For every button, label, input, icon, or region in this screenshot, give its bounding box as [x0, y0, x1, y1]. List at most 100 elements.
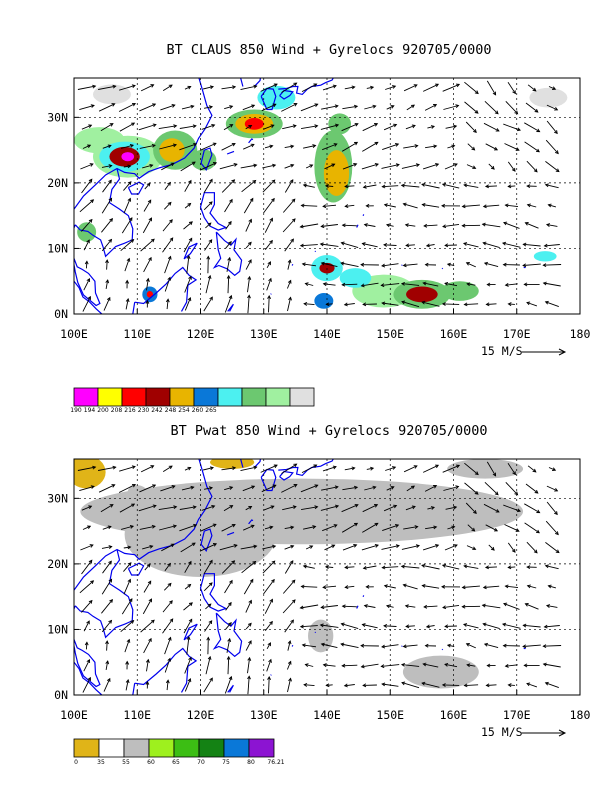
axis-ticks: 100E 110E 120E 130E 140E 150E 160E 170E 180 0N 10N… [47, 110, 590, 341]
wind-vector-head [231, 179, 236, 184]
wind-vector [544, 244, 560, 247]
wind-vector [424, 104, 437, 111]
wind-vector [403, 465, 418, 473]
wind-vector [284, 619, 294, 633]
wind-vector-head [523, 663, 528, 668]
x-tick-label: 180 [570, 327, 591, 341]
wind-vector-head [269, 598, 273, 603]
coastline [278, 78, 334, 96]
wind-vector-head [413, 465, 418, 469]
wind-vector-head [402, 583, 407, 588]
x-tick-label: 160E [440, 708, 468, 722]
wind-vector-head [152, 504, 157, 509]
wind-vector-head [385, 223, 391, 228]
wind-vector-head [526, 584, 531, 589]
wind-vector-head [433, 104, 438, 108]
wind-vector-head [248, 506, 253, 510]
wind-vector [406, 104, 415, 111]
coastline [362, 595, 365, 597]
wind-vector [201, 505, 215, 511]
wind-vector [546, 605, 558, 608]
wind-vector-head [324, 184, 329, 188]
wind-vector-head [532, 87, 537, 92]
wind-vector-head [536, 148, 540, 153]
colorbar-swatch [248, 738, 275, 758]
wind-vector-head [267, 261, 271, 266]
wind-vector [139, 103, 156, 112]
wind-vector-head [188, 179, 192, 184]
colorbar-swatch [145, 387, 171, 407]
wind-vector-head [536, 128, 541, 133]
wind-vector-head [526, 565, 531, 569]
wind-vector-head [411, 124, 416, 129]
wind-vector [164, 182, 171, 191]
wind-vector-head [507, 565, 512, 570]
wind-vector-head [421, 681, 426, 686]
wind-vector [101, 239, 112, 252]
wind-vector [345, 185, 355, 187]
colorbar-label: 194 [84, 407, 96, 414]
wind-vector [505, 585, 519, 589]
wind-vector-head [167, 255, 172, 260]
wind-vector-head [146, 563, 151, 568]
wind-vector [466, 164, 476, 169]
wind-vector [205, 222, 212, 229]
wind-vector-head [268, 277, 272, 282]
wind-vector-head [170, 543, 175, 548]
wind-vector [204, 620, 213, 632]
wind-vector [164, 658, 171, 673]
wind-vector [422, 544, 439, 551]
wind-vector-head [148, 598, 152, 603]
wind-vector-head [112, 465, 117, 470]
wind-vector [227, 275, 230, 294]
wind-vector-head [354, 503, 359, 508]
wind-vector-head [486, 663, 491, 668]
wind-vector-head [150, 619, 155, 624]
wind-vector [282, 218, 296, 233]
wind-vector [464, 303, 479, 306]
wind-vector-head [322, 663, 327, 668]
wind-vector [345, 585, 355, 588]
wind-vector-head [147, 580, 152, 585]
wind-vector-head [90, 199, 95, 204]
wind-vector [300, 625, 318, 628]
wind-vector-head [542, 662, 547, 667]
colorbar-swatch [223, 738, 250, 758]
wind-vector [240, 545, 257, 550]
wind-vector-head [270, 124, 275, 128]
wind-vector-head [248, 125, 253, 129]
wind-vector [82, 677, 91, 693]
wind-vector-head [228, 220, 232, 225]
wind-vector [77, 466, 96, 471]
wind-vector [223, 505, 233, 512]
wind-vector-head [89, 544, 94, 548]
wind-vector-head [209, 296, 213, 301]
wind-vector [427, 125, 435, 129]
wind-vector-head [145, 658, 150, 663]
wind-vector [284, 179, 294, 193]
coastline [254, 78, 262, 87]
wind-vector [545, 184, 559, 189]
wind-vector [382, 302, 399, 306]
wind-vector [301, 585, 318, 588]
wind-vector-head [536, 529, 540, 534]
wind-vector-head [507, 683, 512, 688]
coastline [254, 459, 262, 468]
wind-vector-head [314, 103, 319, 107]
wind-vector-head [303, 301, 308, 306]
y-tick-label: 0N [54, 688, 68, 702]
wind-vector-head [502, 643, 507, 648]
wind-vector [483, 242, 500, 249]
wind-vector [262, 560, 276, 574]
wind-vector [101, 218, 113, 233]
coastline [248, 138, 254, 144]
wind-vector [240, 164, 257, 169]
wind-vector [301, 204, 318, 207]
wind-vector-head [207, 274, 212, 280]
wind-vector-head [212, 142, 217, 147]
wind-vector-head [300, 584, 305, 589]
wind-vector [401, 545, 420, 550]
gridline-layer [74, 459, 580, 695]
wind-vector [483, 503, 500, 513]
wind-vector-head [105, 279, 110, 284]
